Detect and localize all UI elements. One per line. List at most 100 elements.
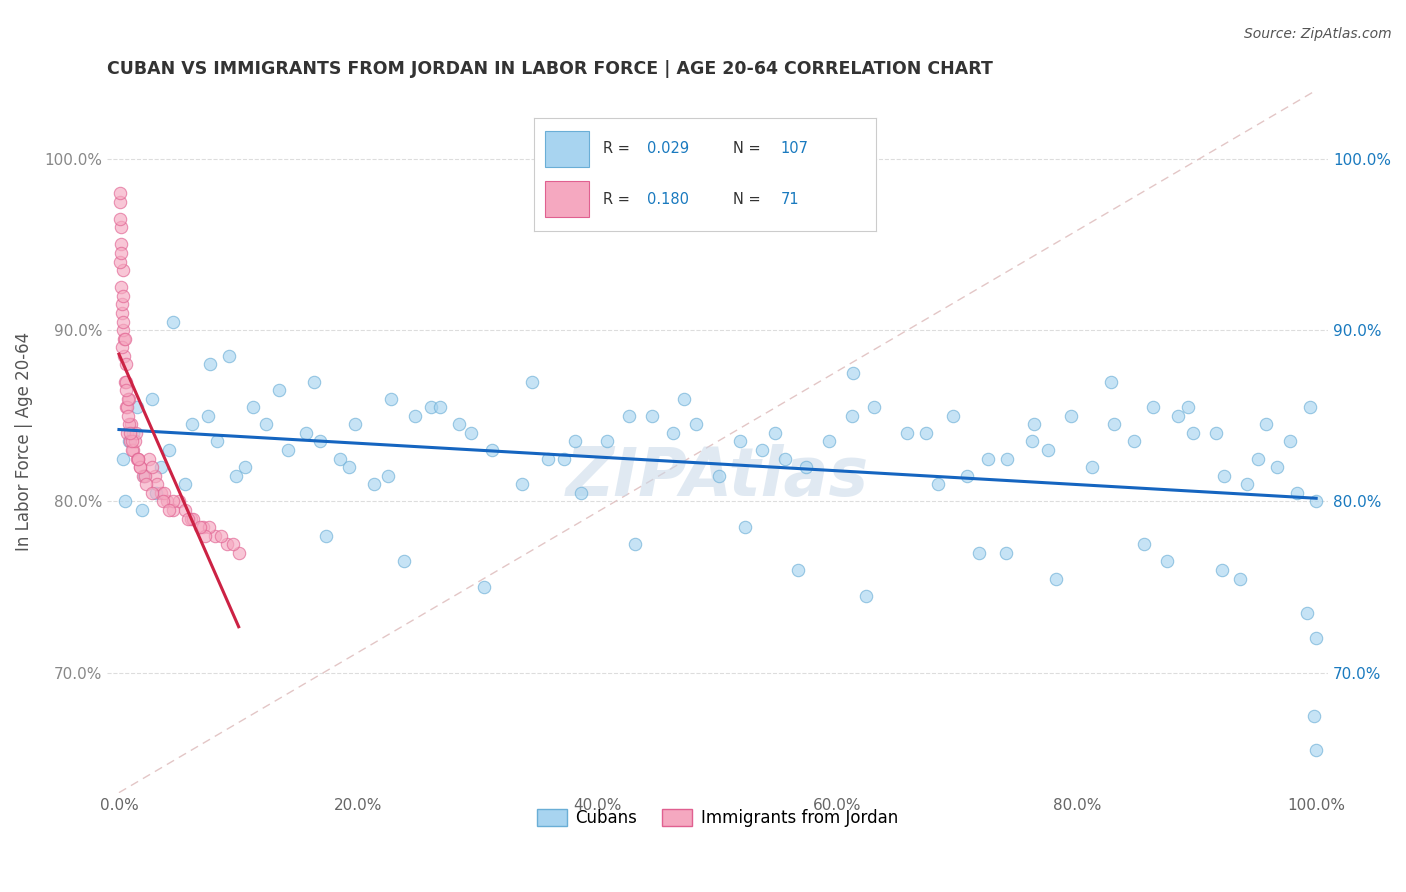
Point xyxy=(596,434,619,449)
Point xyxy=(343,417,366,432)
Point xyxy=(1229,572,1251,586)
Point xyxy=(1305,494,1327,508)
Point xyxy=(127,451,149,466)
Point xyxy=(1285,486,1308,500)
Point xyxy=(315,529,337,543)
Point xyxy=(114,357,136,371)
Text: Source: ZipAtlas.com: Source: ZipAtlas.com xyxy=(1244,27,1392,41)
Point xyxy=(129,460,152,475)
Point xyxy=(204,529,226,543)
Point xyxy=(162,503,184,517)
Point xyxy=(180,511,202,525)
Point xyxy=(380,392,402,406)
Point xyxy=(197,520,219,534)
Point xyxy=(108,186,131,200)
Point xyxy=(124,434,146,449)
Point xyxy=(1022,417,1045,432)
Point xyxy=(662,425,685,440)
Point xyxy=(138,451,160,466)
Point xyxy=(205,434,228,449)
Point xyxy=(114,332,136,346)
Point xyxy=(392,554,415,568)
Point xyxy=(117,392,139,406)
Point xyxy=(1278,434,1301,449)
Point xyxy=(977,451,1000,466)
Point xyxy=(794,460,817,475)
Text: ZIPAtlas: ZIPAtlas xyxy=(567,443,869,509)
Point xyxy=(564,434,586,449)
Point xyxy=(112,323,135,337)
Point xyxy=(112,314,135,328)
Point xyxy=(162,494,184,508)
Point xyxy=(1036,443,1059,458)
Point xyxy=(269,383,291,397)
Point xyxy=(162,314,184,328)
Point xyxy=(1167,409,1189,423)
Point xyxy=(1302,708,1324,723)
Point xyxy=(460,425,482,440)
Point xyxy=(553,451,575,466)
Point xyxy=(132,468,155,483)
Point xyxy=(1181,425,1204,440)
Point xyxy=(149,460,172,475)
Point xyxy=(152,494,174,508)
Point xyxy=(173,503,195,517)
Point xyxy=(967,546,990,560)
Point xyxy=(363,477,385,491)
Point xyxy=(1265,460,1288,475)
Point xyxy=(685,417,707,432)
Point xyxy=(117,425,139,440)
Point xyxy=(763,425,786,440)
Point xyxy=(121,434,143,449)
Point xyxy=(131,503,153,517)
Point xyxy=(118,434,141,449)
Point xyxy=(730,434,752,449)
Point xyxy=(707,468,730,483)
Point xyxy=(995,546,1018,560)
Point xyxy=(110,237,132,252)
Point xyxy=(786,563,808,577)
Point xyxy=(181,417,204,432)
Point xyxy=(329,451,352,466)
Point xyxy=(122,425,145,440)
Point xyxy=(773,451,796,466)
Point xyxy=(751,443,773,458)
Point xyxy=(841,409,863,423)
Point xyxy=(181,511,204,525)
Point xyxy=(125,425,148,440)
Point xyxy=(157,443,180,458)
Point xyxy=(127,451,149,466)
Point xyxy=(1081,460,1104,475)
Point xyxy=(197,409,219,423)
Point xyxy=(447,417,470,432)
Point xyxy=(277,443,299,458)
Point xyxy=(215,537,238,551)
Point xyxy=(111,263,134,277)
Point xyxy=(117,409,139,423)
Point xyxy=(927,477,949,491)
Point xyxy=(115,400,138,414)
Point xyxy=(1177,400,1199,414)
Point xyxy=(141,486,163,500)
Point xyxy=(1236,477,1258,491)
Point xyxy=(569,486,592,500)
Point xyxy=(111,306,134,320)
Point xyxy=(209,529,232,543)
Point xyxy=(1123,434,1146,449)
Point xyxy=(118,417,141,432)
Point xyxy=(233,460,256,475)
Point xyxy=(110,220,132,235)
Point xyxy=(1305,743,1327,757)
Point xyxy=(112,349,135,363)
Point xyxy=(167,494,190,508)
Point xyxy=(1045,572,1067,586)
Point xyxy=(110,297,132,311)
Point xyxy=(143,468,166,483)
Point xyxy=(115,383,138,397)
Point xyxy=(135,477,157,491)
Point xyxy=(481,443,503,458)
Point xyxy=(617,409,640,423)
Point xyxy=(111,451,134,466)
Point xyxy=(1099,375,1122,389)
Point xyxy=(117,392,139,406)
